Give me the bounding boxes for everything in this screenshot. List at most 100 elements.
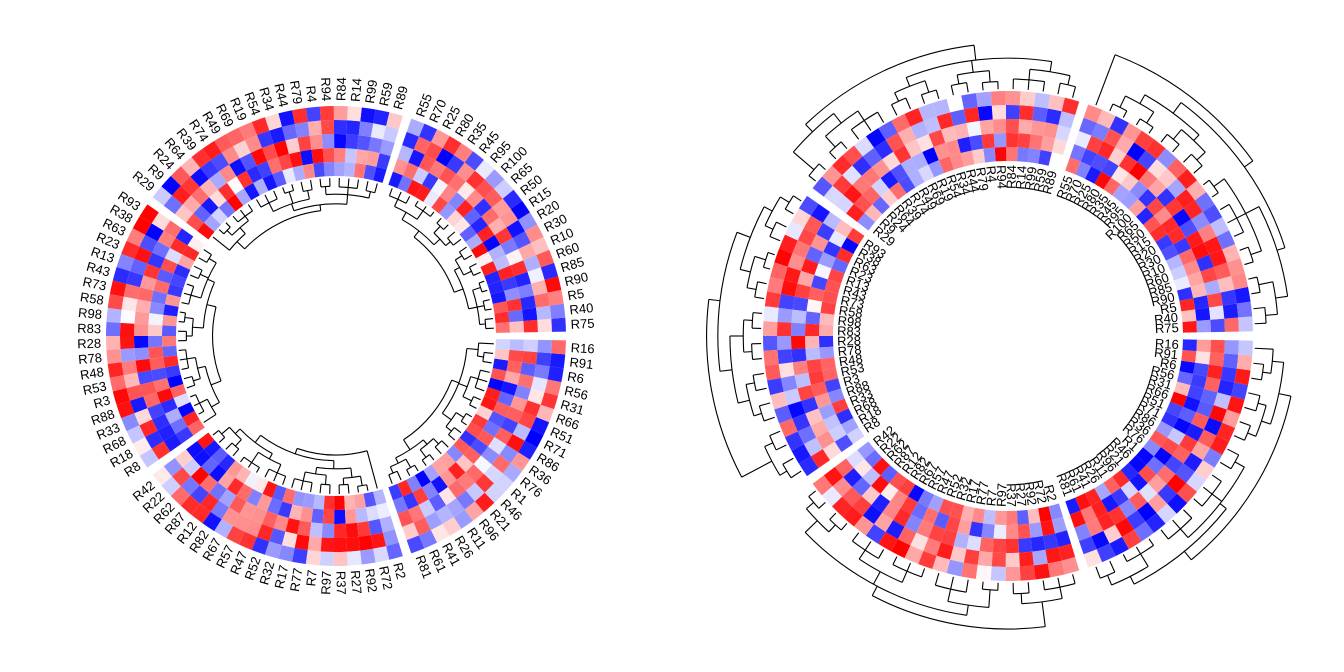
dendrogram-branch — [474, 370, 481, 388]
heatmap-cell — [810, 419, 829, 438]
row-label: R92 — [1021, 481, 1039, 507]
dendrogram-branch — [454, 266, 460, 271]
heatmap-cell — [175, 426, 194, 444]
heatmap-cell — [435, 148, 454, 167]
heatmap-cell — [946, 95, 964, 113]
row-label: R94 — [994, 165, 1010, 189]
row-label: R89 — [1039, 169, 1060, 196]
heatmap-cell — [898, 478, 916, 497]
heatmap-cell — [120, 309, 136, 324]
row-label: R48 — [838, 351, 864, 369]
row-label: R91 — [569, 354, 594, 372]
heatmap-cell — [852, 477, 872, 497]
heatmap-cell — [360, 107, 376, 124]
heatmap-cell — [1183, 200, 1203, 220]
heatmap-cell — [202, 511, 222, 532]
heatmap-cell — [1175, 463, 1195, 483]
heatmap-cell — [379, 515, 395, 533]
heatmap-cell — [524, 429, 544, 448]
dendrogram-branch — [396, 471, 402, 481]
heatmap-cell — [865, 128, 886, 148]
dendrogram-branch — [1042, 580, 1046, 590]
dendrogram-branch — [763, 266, 771, 270]
row-label: R4 — [983, 165, 1000, 183]
dendrogram-branch — [244, 215, 249, 222]
heatmap-cell — [1238, 340, 1253, 356]
heatmap-cell — [530, 417, 550, 436]
heatmap-cell — [928, 494, 944, 512]
heatmap-cell — [313, 162, 325, 178]
heatmap-cell — [156, 388, 174, 404]
dendrogram-branch — [309, 482, 313, 493]
heatmap-cell — [831, 155, 853, 176]
heatmap-cell — [512, 231, 531, 249]
dendrogram-branch — [1183, 509, 1193, 519]
dendrogram-branch — [947, 600, 989, 608]
row-label: R89 — [390, 84, 411, 111]
heatmap-cell — [171, 185, 191, 205]
heatmap-cell — [878, 531, 898, 552]
heatmap-cell — [1111, 487, 1129, 507]
heatmap-cell — [470, 216, 489, 234]
heatmap-cell — [857, 213, 876, 231]
heatmap-cell — [148, 336, 163, 348]
heatmap-cell — [533, 364, 550, 380]
heatmap-cell — [226, 525, 245, 545]
heatmap-cell — [1109, 536, 1129, 557]
heatmap-cell — [218, 454, 236, 472]
dendrogram-branch — [434, 440, 443, 448]
heatmap-cell — [244, 135, 262, 153]
dendrogram-branch — [743, 319, 753, 321]
dendrogram-branch — [445, 426, 452, 432]
heatmap-cell — [957, 136, 972, 154]
heatmap-cell — [182, 458, 201, 477]
dendrogram-branch — [256, 467, 260, 473]
dendrogram-branch — [264, 194, 270, 204]
circular-heatmap-left: R75R40R5R90R85R60R10R30R20R15R50R65R100R… — [77, 77, 595, 595]
dendrogram-branch — [448, 434, 456, 441]
heatmap-left: R75R40R5R90R85R60R10R30R20R15R50R65R100R… — [77, 77, 595, 595]
dendrogram-branch — [1187, 466, 1245, 538]
heatmap-cell — [819, 346, 835, 359]
sector-3: R93R38R63R23R13R43R73R58R98R83R28R78R48R… — [77, 188, 222, 480]
heatmap-cell — [282, 167, 296, 184]
heatmap-cell — [1061, 557, 1080, 575]
heatmap-cell — [476, 429, 495, 447]
heatmap-cell — [1018, 537, 1033, 553]
heatmap-cell — [244, 519, 262, 537]
heatmap-cell — [1194, 191, 1215, 212]
dendrogram-branch — [935, 89, 940, 100]
heatmap-cell — [1048, 503, 1063, 520]
heatmap-cell — [1153, 206, 1173, 225]
heatmap-cell — [253, 476, 269, 494]
heatmap-cell — [922, 147, 939, 165]
heatmap-cell — [969, 134, 984, 151]
dendrogram-branch — [1219, 461, 1232, 470]
heatmap-cell — [360, 548, 376, 565]
heatmap-cell — [288, 151, 303, 168]
row-label: R72 — [1030, 479, 1050, 505]
heatmap-cell — [484, 270, 501, 286]
heatmap-cell — [480, 261, 498, 276]
heatmap-cell — [1208, 305, 1225, 320]
heatmap-cell — [278, 110, 295, 127]
heatmap-cell — [363, 164, 377, 181]
heatmap-cell — [928, 160, 944, 178]
heatmap-cell — [1170, 391, 1188, 407]
heatmap-cell — [805, 323, 820, 336]
heatmap-cell — [916, 134, 934, 152]
heatmap-cell — [1147, 493, 1168, 513]
dendrogram-branch — [1183, 153, 1192, 163]
heatmap-cell — [120, 348, 136, 363]
heatmap-cell — [806, 358, 823, 373]
heatmap-cell — [203, 440, 222, 458]
heatmap-cell — [494, 227, 513, 245]
heatmap-cell — [261, 143, 278, 162]
heatmap-cell — [779, 418, 798, 438]
dendrogram-branch — [1029, 68, 1071, 77]
heatmap-cell — [334, 133, 347, 149]
heatmap-cell — [1111, 165, 1129, 185]
heatmap-cell — [1156, 148, 1177, 169]
dendrogram-branch — [473, 271, 481, 276]
heatmap-cell — [221, 507, 240, 526]
